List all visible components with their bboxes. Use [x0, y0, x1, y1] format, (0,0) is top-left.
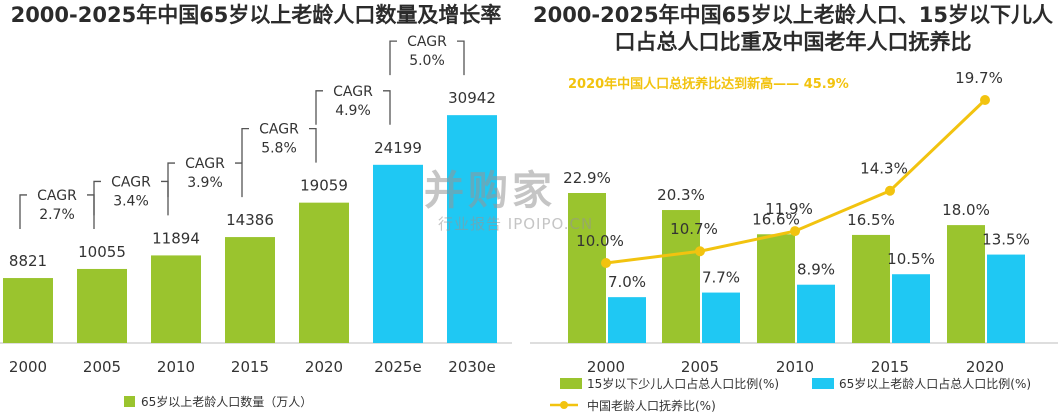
left-category-label-2015: 2015 — [231, 358, 269, 376]
right-legend-label-dependency: 中国老龄人口抚养比(%) — [587, 398, 716, 413]
left-bar-2010 — [151, 255, 201, 343]
elderly-ratio-bar-2005 — [702, 292, 740, 343]
dependency-ratio-label-2010: 11.9% — [765, 200, 813, 218]
right-legend-swatch-elderly — [812, 378, 834, 389]
left-bar-2005 — [77, 268, 127, 343]
child-ratio-bar-2005 — [662, 210, 700, 343]
dependency-ratio-point-2005 — [695, 246, 705, 257]
elderly-ratio-label-2015: 10.5% — [887, 250, 935, 268]
left-value-label-2015: 14386 — [226, 211, 274, 229]
right-chart-title: 2000-2025年中国65岁以上老龄人口、15岁以下儿人口占总人口比重及中国老… — [532, 3, 1054, 54]
cagr-label: CAGR — [185, 156, 225, 172]
cagr-value: 5.8% — [261, 141, 297, 157]
left-legend-swatch — [124, 396, 135, 407]
dependency-ratio-point-2020 — [980, 95, 990, 105]
left-bar-2020 — [299, 202, 349, 343]
cagr-bracket-6: CAGR 5.0% — [389, 34, 465, 76]
child-ratio-bar-2000 — [568, 193, 606, 343]
dependency-ratio-label-2000: 10.0% — [576, 232, 624, 250]
cagr-value: 4.9% — [335, 103, 371, 119]
cagr-bracket-right-arm — [235, 162, 243, 198]
child-ratio-label-2005: 20.3% — [657, 186, 705, 204]
cagr-value: 3.9% — [187, 175, 223, 191]
cagr-label: CAGR — [333, 84, 373, 100]
dependency-annotation: 2020年中国人口总抚养比达到新高—— 45.9% — [568, 76, 849, 92]
right-category-label-2020: 2020 — [966, 358, 1004, 376]
left-value-label-2005: 10055 — [78, 243, 126, 261]
cagr-value: 3.4% — [113, 193, 149, 209]
left-value-label-2020: 19059 — [300, 177, 348, 195]
dependency-ratio-point-2000 — [601, 258, 611, 268]
left-category-label-2025e: 2025e — [374, 358, 421, 376]
left-category-label-2005: 2005 — [83, 358, 121, 376]
elderly-ratio-bar-2020 — [987, 254, 1025, 343]
cagr-bracket-left-arm — [389, 40, 397, 76]
cagr-label: CAGR — [259, 122, 299, 138]
cagr-value: 5.0% — [409, 53, 445, 69]
right-legend-line-marker — [560, 401, 568, 409]
right-legend-label-child: 15岁以下少儿人口占总人口比例(%) — [587, 376, 779, 391]
cagr-label: CAGR — [37, 188, 77, 204]
left-category-label-2030e: 2030e — [448, 358, 495, 376]
right-legend-swatch-child — [560, 378, 582, 389]
dependency-ratio-label-2020: 19.7% — [955, 69, 1003, 87]
elderly-ratio-label-2010: 8.9% — [797, 261, 835, 279]
cagr-label: CAGR — [111, 174, 151, 190]
dependency-ratio-label-2015: 14.3% — [860, 160, 908, 178]
elderly-ratio-label-2005: 7.7% — [702, 269, 740, 287]
cagr-bracket-1: CAGR 2.7% — [19, 188, 95, 229]
cagr-bracket-left-arm — [19, 194, 27, 229]
left-value-label-2010: 11894 — [152, 229, 200, 247]
left-bar-chart: 8821 2000 10055 2005 11894 2010 14386 2015 19059… — [0, 34, 512, 409]
left-value-label-2000: 8821 — [9, 252, 47, 270]
cagr-bracket-right-arm — [383, 90, 391, 125]
left-value-label-2030e: 30942 — [448, 89, 496, 107]
child-ratio-label-2020: 18.0% — [942, 201, 990, 219]
cagr-label: CAGR — [407, 34, 447, 50]
cagr-bracket-left-arm — [241, 128, 249, 163]
left-category-label-2000: 2000 — [9, 358, 47, 376]
right-category-label-2005: 2005 — [681, 358, 719, 376]
right-category-label-2015: 2015 — [871, 358, 909, 376]
left-value-label-2025e: 24199 — [374, 139, 422, 157]
cagr-bracket-4: CAGR 5.8% — [241, 122, 317, 163]
dependency-ratio-label-2005: 10.7% — [670, 220, 718, 238]
left-category-label-2020: 2020 — [305, 358, 343, 376]
left-legend-label: 65岁以上老龄人口数量（万人） — [141, 394, 312, 409]
right-category-label-2010: 2010 — [776, 358, 814, 376]
left-bar-2000 — [3, 278, 53, 343]
child-ratio-bar-2020 — [947, 225, 985, 343]
cagr-value: 2.7% — [39, 207, 75, 223]
right-category-label-2000: 2000 — [587, 358, 625, 376]
cagr-bracket-left-arm — [315, 90, 323, 125]
elderly-ratio-bar-2015 — [892, 274, 930, 343]
left-bar-2015 — [225, 237, 275, 343]
cagr-bracket-right-arm — [309, 128, 317, 163]
child-ratio-label-2015: 16.5% — [847, 211, 895, 229]
child-ratio-bar-2010 — [757, 234, 795, 343]
elderly-ratio-label-2000: 7.0% — [608, 273, 646, 291]
elderly-ratio-bar-2000 — [608, 297, 646, 343]
left-category-label-2010: 2010 — [157, 358, 195, 376]
child-ratio-bar-2015 — [852, 234, 890, 343]
dependency-ratio-point-2015 — [885, 185, 895, 196]
dependency-ratio-point-2010 — [790, 226, 800, 237]
left-chart-title: 2000-2025年中国65岁以上老龄人口数量及增长率 — [10, 3, 502, 27]
cagr-bracket-3: CAGR 3.9% — [167, 156, 243, 198]
right-legend-label-elderly: 65岁以上老龄人口占总人口比例(%) — [839, 376, 1031, 391]
elderly-ratio-bar-2010 — [797, 284, 835, 343]
cagr-bracket-left-arm — [167, 162, 175, 198]
child-ratio-label-2000: 22.9% — [563, 169, 611, 187]
left-bar-2025e — [373, 164, 423, 343]
elderly-ratio-label-2020: 13.5% — [982, 231, 1030, 249]
cagr-bracket-5: CAGR 4.9% — [315, 84, 391, 125]
cagr-bracket-left-arm — [93, 180, 101, 216]
child-ratio-label-2010: 16.6% — [752, 210, 800, 228]
cagr-bracket-right-arm — [457, 40, 465, 76]
left-bar-2030e — [447, 115, 497, 344]
